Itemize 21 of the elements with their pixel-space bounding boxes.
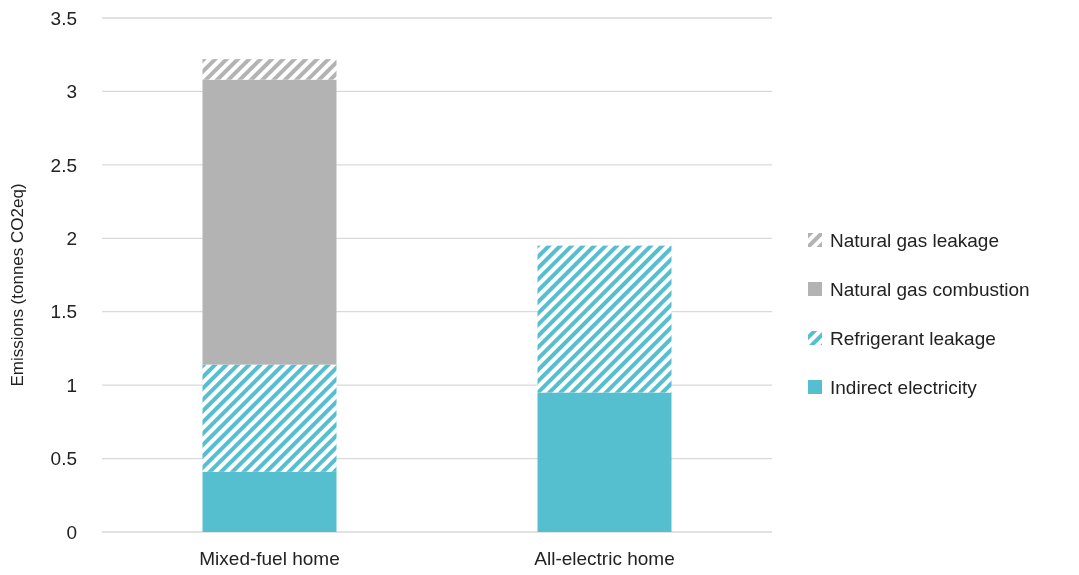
bar — [537, 245, 672, 393]
bar — [537, 392, 672, 532]
bar — [202, 364, 337, 472]
x-tick-label: All-electric home — [534, 548, 675, 569]
y-tick-label: 0 — [66, 521, 77, 543]
y-tick-label: 0.5 — [50, 448, 77, 470]
legend-label: Natural gas leakage — [830, 229, 999, 251]
y-axis-title: Emissions (tonnes CO2eq) — [8, 183, 27, 387]
legend-label: Natural gas combustion — [830, 278, 1030, 300]
y-tick-label: 1 — [66, 374, 77, 396]
bar — [202, 79, 337, 365]
y-tick-label: 3 — [66, 81, 77, 103]
x-tick-label: Mixed-fuel home — [199, 548, 340, 569]
legend-label: Indirect electricity — [830, 376, 978, 398]
y-tick-label: 3.5 — [50, 7, 77, 29]
y-tick-label: 2 — [66, 227, 77, 249]
bar — [202, 59, 337, 80]
bar — [202, 471, 337, 532]
y-tick-label: 2.5 — [50, 154, 77, 176]
y-tick-label: 1.5 — [50, 301, 77, 323]
legend-label: Refrigerant leakage — [830, 327, 996, 349]
